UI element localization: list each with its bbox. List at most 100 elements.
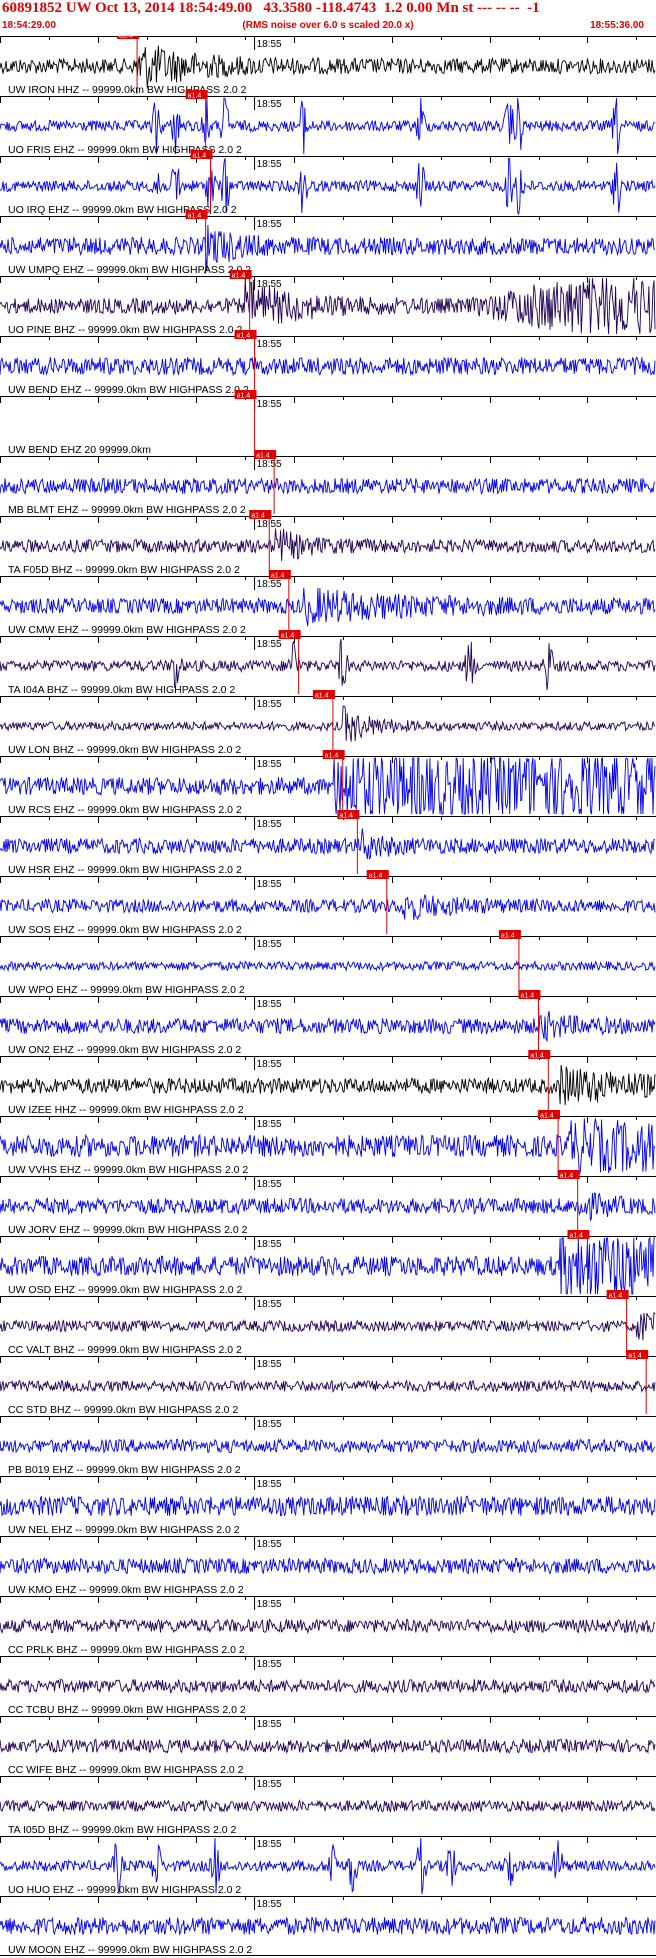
pick-flag bbox=[117, 36, 140, 39]
minute-label: 18:55 bbox=[257, 279, 282, 290]
minute-label: 18:55 bbox=[257, 1899, 282, 1910]
pick-label: a1.4 bbox=[251, 513, 265, 520]
seismic-trace bbox=[0, 45, 656, 89]
seismic-trace bbox=[0, 356, 656, 377]
pick-label: a1.4 bbox=[530, 1053, 544, 1060]
seismic-trace bbox=[0, 639, 656, 691]
minute-label: 18:55 bbox=[257, 1419, 282, 1430]
pick-label: a1.4 bbox=[325, 753, 339, 760]
station-label: TA F05D BHZ -- 99999.0km BW HIGHPASS 2.0… bbox=[8, 564, 240, 576]
seismic-trace bbox=[0, 1437, 656, 1455]
pick-label: a1.4 bbox=[256, 453, 270, 460]
minute-label: 18:55 bbox=[257, 1239, 282, 1250]
minute-label: 18:55 bbox=[257, 1599, 282, 1610]
station-label: MB BLMT EHZ -- 99999.0km BW HIGHPASS 2.0… bbox=[8, 504, 246, 516]
pick-flag bbox=[249, 510, 272, 519]
pick-flag bbox=[268, 570, 291, 579]
seismic-trace bbox=[0, 97, 656, 155]
rms-subtitle: (RMS noise over 6.0 s scaled 20.0 x) bbox=[242, 20, 414, 31]
station-label: UO IRQ EHZ -- 99999.0km BW HIGHPASS 2.0 … bbox=[8, 204, 237, 216]
pick-flag bbox=[518, 990, 541, 999]
minute-label: 18:55 bbox=[257, 1779, 282, 1790]
station-label: UW RCS EHZ -- 99999.0km BW HIGHPASS 2.0 … bbox=[8, 804, 242, 816]
station-label: UW MOON EHZ -- 99999.0km BW HIGHPASS 2.0… bbox=[8, 1944, 252, 1956]
minute-label: 18:55 bbox=[257, 999, 282, 1010]
minute-label: 18:55 bbox=[257, 1479, 282, 1490]
station-label: UW HSR EHZ -- 99999.0km BW HIGHPASS 2.0 … bbox=[8, 864, 242, 876]
station-label: UW SOS EHZ -- 99999.0km BW HIGHPASS 2.0 … bbox=[8, 924, 242, 936]
station-label: UW IRON HHZ -- 99999.0km BW HIGHPASS 2.0… bbox=[8, 84, 247, 96]
pick-label: a1.4 bbox=[560, 1173, 574, 1180]
station-label: UW ON2 EHZ -- 99999.0km BW HIGHPASS 2.0 … bbox=[8, 1044, 241, 1056]
seismic-trace bbox=[0, 477, 656, 496]
pick-flag bbox=[366, 870, 389, 879]
seismic-trace bbox=[0, 1799, 656, 1813]
station-label: UW BEND EHZ 20 99999.0km bbox=[8, 444, 151, 456]
seismic-trace bbox=[0, 1118, 656, 1176]
station-label: UW BEND EHZ -- 99999.0km BW HIGHPASS 2.0… bbox=[8, 384, 249, 396]
seismic-trace bbox=[0, 1557, 656, 1576]
pick-flag bbox=[185, 210, 208, 219]
pick-label: a1.4 bbox=[315, 693, 329, 700]
minute-label: 18:55 bbox=[257, 1059, 282, 1070]
pick-flag bbox=[337, 810, 360, 819]
station-label: CC VALT BHZ -- 99999.0km BW HIGHPASS 2.0… bbox=[8, 1344, 242, 1356]
pick-flag bbox=[322, 750, 345, 759]
minute-label: 18:55 bbox=[257, 1659, 282, 1670]
plot-header: 60891852 UW Oct 13, 2014 18:54:49.00 43.… bbox=[0, 0, 656, 36]
pick-label: a1.4 bbox=[188, 213, 202, 220]
seismic-trace bbox=[0, 1678, 656, 1694]
pick-label: a1.4 bbox=[119, 36, 133, 40]
minute-label: 18:55 bbox=[257, 1179, 282, 1190]
station-label: UW JORV EHZ -- 99999.0km BW HIGHPASS 2.0… bbox=[8, 1224, 248, 1236]
seismic-trace bbox=[0, 828, 656, 860]
pick-flag bbox=[567, 1230, 590, 1239]
minute-label: 18:55 bbox=[257, 159, 282, 170]
minute-label: 18:55 bbox=[257, 939, 282, 950]
pick-flag bbox=[498, 930, 521, 939]
station-label: UW LON BHZ -- 99999.0km BW HIGHPASS 2.0 … bbox=[8, 744, 241, 756]
pick-label: a1.4 bbox=[609, 1293, 623, 1300]
minute-label: 18:55 bbox=[257, 1839, 282, 1850]
station-label: TA I04A BHZ -- 99999.0km BW HIGHPASS 2.0… bbox=[8, 684, 235, 696]
station-label: UW KMO EHZ -- 99999.0km BW HIGHPASS 2.0 … bbox=[8, 1584, 244, 1596]
pick-label: a1.4 bbox=[628, 1353, 642, 1360]
seismic-trace bbox=[0, 1837, 656, 1895]
pick-flag bbox=[626, 1350, 649, 1359]
pick-label: a1.4 bbox=[521, 993, 535, 1000]
station-label: UW IZEE HHZ -- 99999.0km BW HIGHPASS 2.0… bbox=[8, 1104, 244, 1116]
minute-label: 18:55 bbox=[257, 399, 282, 410]
pick-flag bbox=[185, 90, 208, 99]
pick-label: a1.4 bbox=[188, 93, 202, 100]
station-label: UW CMW EHZ -- 99999.0km BW HIGHPASS 2.0 … bbox=[8, 624, 246, 636]
station-label: UO FRIS EHZ -- 99999.0km BW HIGHPASS 2.0… bbox=[8, 144, 242, 156]
seismic-trace bbox=[0, 157, 656, 216]
seismic-trace bbox=[0, 959, 656, 973]
station-label: CC PRLK BHZ -- 99999.0km BW HIGHPASS 2.0… bbox=[8, 1644, 245, 1656]
station-label: UW WPO EHZ -- 99999.0km BW HIGHPASS 2.0 … bbox=[8, 984, 245, 996]
minute-label: 18:55 bbox=[257, 1539, 282, 1550]
seismic-trace bbox=[0, 1236, 655, 1295]
minute-label: 18:55 bbox=[257, 219, 282, 230]
minute-label: 18:55 bbox=[257, 459, 282, 470]
time-start-label: 18:54:29.00 bbox=[2, 20, 56, 31]
minute-label: 18:55 bbox=[257, 1299, 282, 1310]
seismic-trace bbox=[0, 894, 656, 921]
seismic-trace bbox=[0, 1379, 656, 1394]
pick-label: a1.4 bbox=[271, 573, 285, 580]
seismic-trace bbox=[0, 756, 656, 815]
station-label: PB B019 EHZ -- 99999.0km BW HIGHPASS 2.0… bbox=[8, 1464, 241, 1476]
minute-label: 18:55 bbox=[257, 99, 282, 110]
pick-flag bbox=[606, 1290, 629, 1299]
seismic-trace bbox=[0, 528, 656, 561]
seismic-trace bbox=[0, 1192, 656, 1222]
minute-label: 18:55 bbox=[257, 699, 282, 710]
seismic-trace bbox=[0, 277, 656, 335]
pick-flag bbox=[312, 690, 335, 699]
pick-label: a1.4 bbox=[193, 153, 207, 160]
pick-label: a1.4 bbox=[501, 933, 515, 940]
seismic-trace bbox=[0, 1916, 656, 1936]
pick-label: a1.4 bbox=[232, 273, 246, 280]
seismic-trace bbox=[0, 587, 656, 627]
pick-label: a1.4 bbox=[281, 633, 295, 640]
